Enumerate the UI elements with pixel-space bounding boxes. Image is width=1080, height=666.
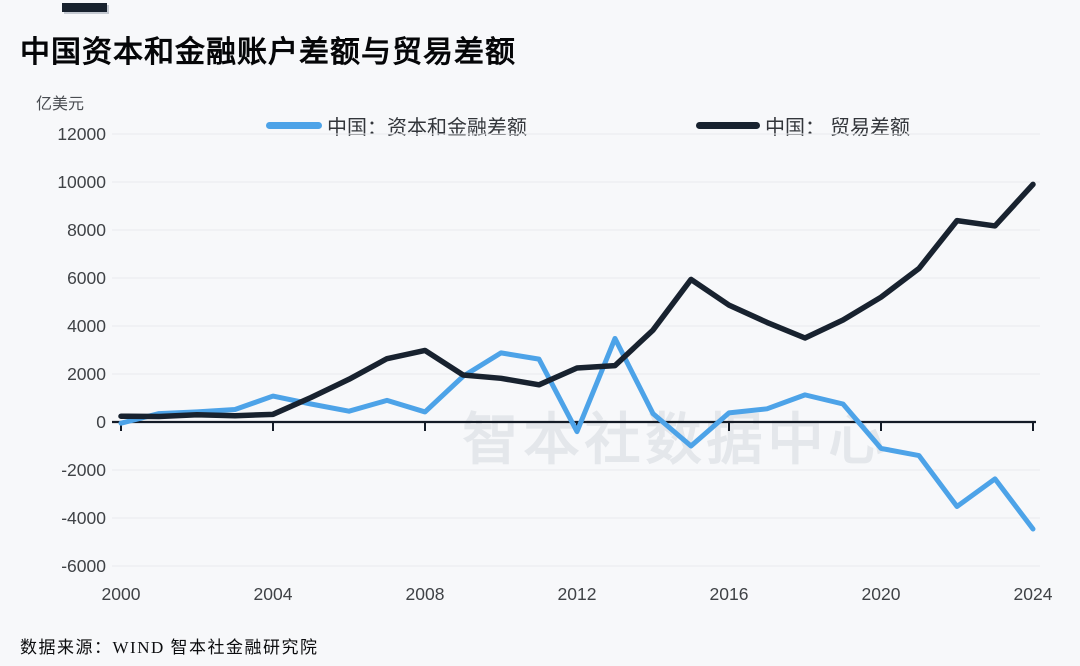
legend-label-trade: 中国： 贸易差额 — [765, 116, 910, 139]
y-axis-unit-label: 亿美元 — [36, 96, 85, 113]
y-tick-label: -2000 — [61, 460, 106, 480]
x-tick-label: 2012 — [558, 584, 597, 604]
y-tick-label: 10000 — [57, 172, 106, 192]
legend-item-trade: 中国： 贸易差额 — [696, 112, 910, 139]
page-title: 中国资本和金融账户差额与贸易差额 — [20, 36, 516, 69]
legend-swatch-navy — [696, 121, 760, 129]
y-tick-label: 4000 — [67, 316, 106, 336]
legend: 中国：资本和金融差额 中国： 贸易差额 — [0, 112, 1080, 139]
x-tick-label: 2008 — [406, 584, 445, 604]
data-source-note: 数据来源：WIND 智本社金融研究院 — [20, 638, 319, 657]
watermark-text: 智本社数据中心 — [463, 408, 890, 471]
x-tick-label: 2020 — [862, 584, 901, 604]
legend-label-capital: 中国：资本和金融差额 — [327, 116, 527, 139]
legend-swatch-blue — [266, 121, 322, 129]
y-tick-label: 12000 — [57, 124, 106, 144]
y-tick-label: -6000 — [61, 556, 106, 576]
series-line-0 — [118, 335, 1036, 532]
x-tick-label: 2004 — [254, 584, 293, 604]
y-tick-label: 2000 — [67, 364, 106, 384]
y-tick-label: -4000 — [61, 508, 106, 528]
accent-bar — [62, 3, 107, 12]
y-tick-label: 0 — [96, 412, 106, 432]
y-tick-label: 6000 — [67, 268, 106, 288]
series-line-1 — [118, 181, 1036, 420]
x-tick-label: 2024 — [1014, 584, 1053, 604]
legend-item-capital: 中国：资本和金融差额 — [266, 112, 527, 139]
x-tick-label: 2016 — [710, 584, 749, 604]
x-tick-label: 2000 — [102, 584, 141, 604]
y-tick-label: 8000 — [67, 220, 106, 240]
